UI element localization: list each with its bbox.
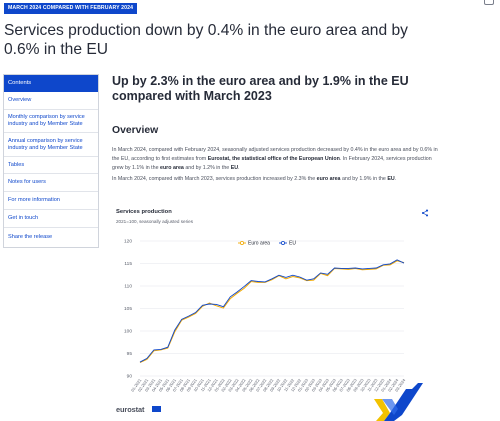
sidebar-item-monthly-comparison[interactable]: Monthly comparison by service industry a…: [4, 110, 98, 133]
chart-title: Services production: [116, 209, 172, 215]
sidebar-item-share[interactable]: Share the release: [4, 228, 98, 246]
services-production-chart: 909510010511011512001-202102-202103-2021…: [124, 239, 407, 393]
decorative-chevron-icon: [374, 383, 423, 421]
euro-area-term: euro area: [160, 164, 184, 171]
euro-area-term: euro area: [316, 176, 341, 183]
text: and by 1.2% in the: [183, 164, 231, 171]
sidebar-item-label: Get in touch: [8, 215, 39, 222]
text: In March 2024, compared with March 2023,…: [112, 176, 317, 183]
y-tick-label: 95: [127, 351, 133, 357]
overview-paragraph-2: In March 2024, compared with March 2023,…: [112, 175, 440, 184]
legend-marker: [239, 240, 244, 245]
sidebar-item-label: Notes for users: [8, 179, 46, 186]
sidebar-item-label: Annual comparison by service industry an…: [8, 137, 83, 151]
sidebar-title: Contents: [4, 75, 98, 92]
text: .: [394, 176, 397, 183]
eurostat-logo: eurostat: [116, 405, 145, 414]
eu-flag-icon: [152, 406, 161, 412]
legend-label: Euro area: [248, 241, 270, 247]
contents-sidebar: Contents Overview Monthly comparison by …: [3, 74, 99, 248]
section-title-overview: Overview: [112, 125, 159, 136]
y-tick-label: 105: [124, 306, 132, 312]
sidebar-item-notes[interactable]: Notes for users: [4, 174, 98, 192]
sidebar-item-annual-comparison[interactable]: Annual comparison by service industry an…: [4, 133, 98, 157]
main-content: Up by 2.3% in the euro area and by 1.9% …: [112, 74, 440, 184]
sidebar-item-label: Monthly comparison by service industry a…: [8, 114, 85, 127]
eurostat-link[interactable]: Eurostat, the statistical office of the …: [207, 155, 340, 162]
y-tick-label: 110: [124, 284, 132, 290]
sidebar-item-label: Share the release: [8, 233, 53, 240]
y-tick-label: 115: [124, 261, 132, 267]
page-title: Services production down by 0.4% in the …: [4, 22, 408, 58]
text: In March 2024, compared with February 20…: [112, 147, 438, 162]
overview-paragraph-1: In March 2024, compared with February 20…: [112, 146, 440, 172]
chart-subtitle: 2021=100, seasonally adjusted series: [116, 219, 193, 224]
text: and by 1.9% in the: [340, 176, 388, 183]
text: .: [238, 164, 240, 171]
series-line-euro-area: [139, 260, 405, 363]
sidebar-item-tables[interactable]: Tables: [4, 157, 98, 174]
sidebar-item-overview[interactable]: Overview: [4, 92, 98, 110]
legend-marker: [280, 240, 285, 245]
sidebar-item-more-info[interactable]: For more information: [4, 192, 98, 210]
download-icon[interactable]: [484, 0, 494, 5]
page-subtitle: Up by 2.3% in the euro area and by 1.9% …: [112, 74, 409, 103]
legend-label: EU: [289, 241, 296, 247]
sidebar-item-label: Overview: [8, 97, 32, 104]
text: . In February 2024, services production …: [112, 155, 432, 171]
eu-term: EU: [230, 164, 239, 171]
y-tick-label: 120: [124, 239, 132, 245]
eu-term: EU: [387, 176, 395, 183]
sidebar-item-get-in-touch[interactable]: Get in touch: [4, 210, 98, 228]
sidebar-item-label: Tables: [8, 161, 25, 168]
y-tick-label: 90: [127, 374, 133, 380]
release-date-badge: MARCH 2024 COMPARED WITH FEBRUARY 2024: [4, 3, 138, 14]
series-line-eu: [139, 259, 405, 363]
y-tick-label: 100: [124, 329, 132, 335]
sidebar-item-label: For more information: [8, 197, 60, 204]
share-icon[interactable]: [421, 209, 429, 217]
